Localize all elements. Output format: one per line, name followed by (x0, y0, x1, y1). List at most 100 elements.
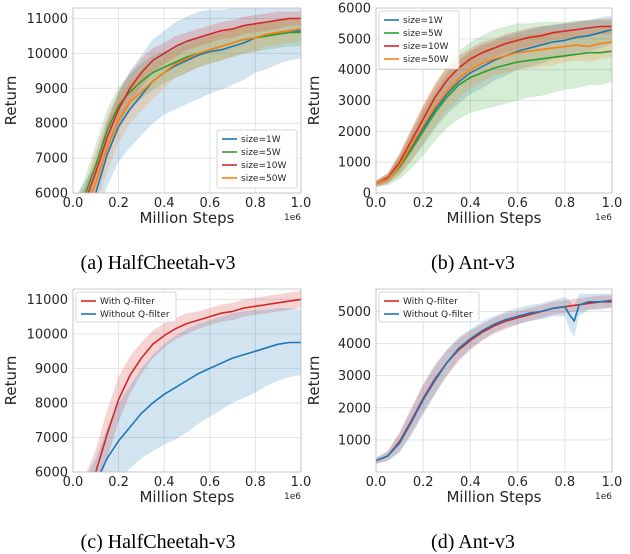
x-offset-text: 1e6 (595, 492, 612, 502)
series-line (376, 25, 612, 185)
x-axis-label: Million Steps (446, 488, 541, 506)
y-tick-label: 6000 (35, 466, 68, 481)
x-tick-label: 0.0 (366, 196, 387, 211)
y-tick-label: 1000 (338, 433, 371, 448)
caption-b: (b) Ant-v3 (431, 252, 515, 274)
y-tick-label: 2000 (338, 125, 371, 140)
legend-label: size=10W (403, 42, 448, 52)
legend-box (378, 291, 480, 323)
axes-frame (72, 288, 302, 473)
x-tick-label: 0.4 (460, 196, 481, 211)
x-tick-label: 0.6 (199, 475, 220, 490)
y-tick-label: 11000 (27, 12, 68, 27)
y-tick-label: 10000 (27, 327, 68, 342)
series-band (78, 18, 301, 193)
x-axis-label: Million Steps (446, 209, 541, 227)
series-band (86, 290, 301, 472)
x-tick-label: 0.8 (554, 475, 575, 490)
x-tick-label: 0.0 (63, 475, 84, 490)
x-tick-label: 1.0 (291, 475, 312, 490)
x-offset-text: 1e6 (284, 213, 301, 223)
y-tick-label: 11000 (27, 293, 68, 308)
series-line (90, 28, 301, 193)
y-tick-label: 8000 (35, 396, 68, 411)
legend-label: size=50W (241, 174, 286, 184)
legend: With Q-filter Without Q-filter (75, 291, 177, 323)
axes-frame (375, 7, 613, 194)
y-tick-label: 6000 (338, 2, 371, 17)
y-tick-label: 5000 (338, 305, 371, 320)
series-line (84, 31, 301, 193)
chart-d: 0.0 0.2 0.4 0.6 0.8 1.0 1000 2000 3000 4000 5000 Mi… (305, 288, 622, 506)
y-tick-label: 2000 (338, 401, 371, 416)
legend-label: With Q-filter (100, 297, 155, 307)
caption-a: (a) HalfCheetah-v3 (81, 252, 236, 274)
caption-d: (d) Ant-v3 (431, 531, 515, 553)
x-tick-label: 0.4 (460, 475, 481, 490)
y-tick-label: 9000 (35, 82, 68, 97)
x-offset-text: 1e6 (595, 213, 612, 223)
legend-label: size=10W (241, 161, 286, 171)
axes-frame (375, 288, 613, 473)
y-tick-label: 3000 (338, 94, 371, 109)
x-tick-label: 0.2 (108, 475, 129, 490)
series-band (376, 15, 612, 187)
x-tick-label: 0.6 (507, 196, 528, 211)
series-line (94, 298, 301, 472)
legend-label: Without Q-filter (403, 310, 473, 320)
chart-a: 0.0 0.2 0.4 0.6 0.8 1.0 6000 7000 8000 9000 10000 1… (2, 7, 311, 227)
y-tick-label: 8000 (35, 117, 68, 132)
series-band (77, 8, 301, 193)
x-tick-label: 0.2 (108, 196, 129, 211)
series-line (376, 28, 612, 185)
y-axis-label: Return (305, 76, 323, 126)
axes-frame (72, 7, 302, 194)
legend-box (216, 129, 298, 189)
y-tick-label: 10000 (27, 47, 68, 62)
series-band (376, 295, 612, 464)
x-tick-label: 0.4 (154, 475, 175, 490)
y-tick-label: 5000 (338, 32, 371, 47)
legend: With Q-filter Without Q-filter (378, 291, 480, 323)
series-layer (376, 293, 612, 464)
y-tick-label: 0 (363, 187, 371, 202)
legend-label: With Q-filter (403, 297, 458, 307)
x-tick-label: 0.0 (63, 196, 84, 211)
y-tick-label: 4000 (338, 337, 371, 352)
legend: size=1W size=5W size=10W size=50W (378, 10, 460, 70)
x-offset-text: 1e6 (284, 492, 301, 502)
y-tick-label: 7000 (35, 431, 68, 446)
x-tick-label: 0.8 (245, 475, 266, 490)
y-tick-label: 4000 (338, 63, 371, 78)
series-layer (77, 8, 301, 193)
series-layer (86, 290, 301, 472)
series-line (376, 50, 612, 185)
x-tick-label: 0.8 (245, 196, 266, 211)
y-tick-label: 1000 (338, 156, 371, 171)
legend-box (75, 291, 177, 323)
x-tick-label: 0.2 (413, 475, 434, 490)
series-band (81, 11, 301, 193)
series-layer (376, 15, 612, 187)
legend-label: size=5W (241, 148, 281, 158)
chart-c: 0.0 0.2 0.4 0.6 0.8 1.0 6000 7000 8000 9000 10000 1… (2, 288, 312, 506)
x-axis-label: Million Steps (139, 488, 234, 506)
x-tick-label: 0.2 (413, 196, 434, 211)
y-tick-label: 3000 (338, 369, 371, 384)
x-tick-label: 0.6 (507, 475, 528, 490)
legend-label: Without Q-filter (100, 310, 170, 320)
y-tick-label: 6000 (35, 187, 68, 202)
series-band (88, 308, 301, 472)
series-band (376, 20, 612, 187)
x-tick-label: 1.0 (602, 196, 623, 211)
series-line (87, 17, 301, 193)
x-tick-label: 0.0 (366, 475, 387, 490)
series-band (376, 293, 612, 464)
series-line (376, 299, 612, 462)
y-tick-label: 9000 (35, 362, 68, 377)
y-tick-label: 7000 (35, 152, 68, 167)
y-axis-label: Return (2, 356, 20, 406)
x-tick-label: 0.4 (154, 196, 175, 211)
legend-label: size=5W (403, 29, 443, 39)
